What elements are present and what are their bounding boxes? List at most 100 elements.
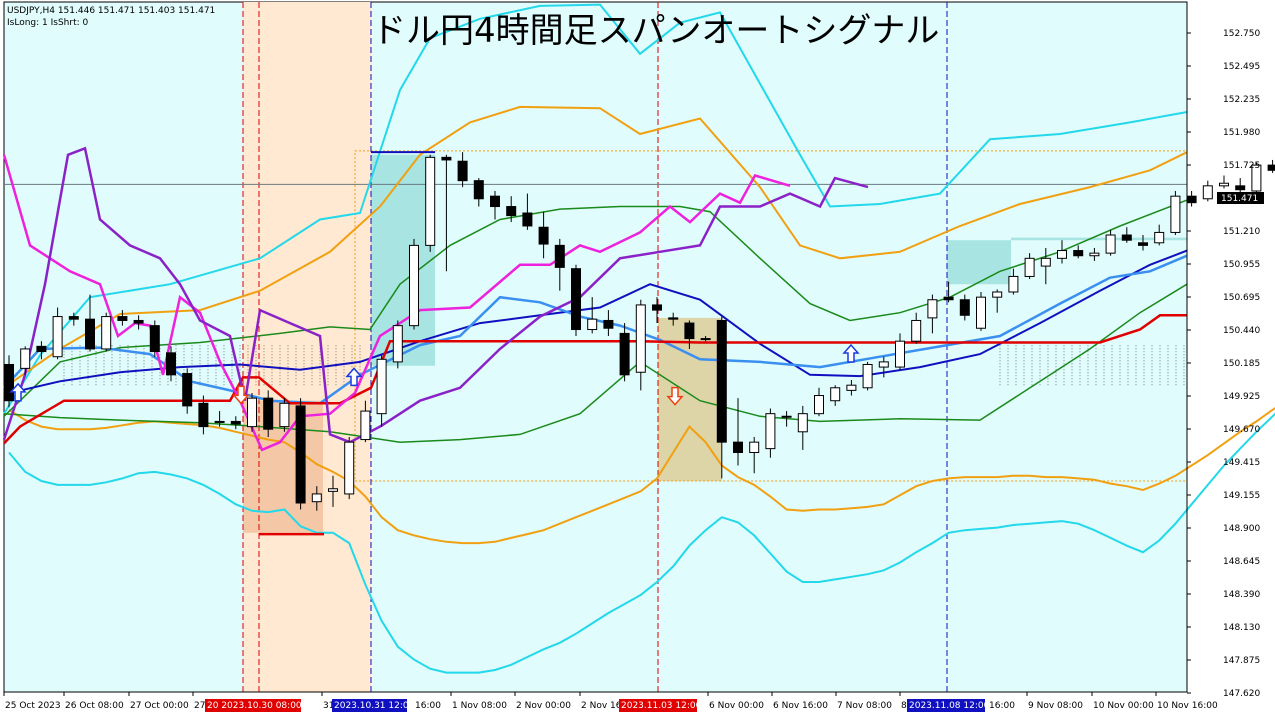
y-tick-label: 149.670	[1223, 425, 1260, 435]
y-tick-label: 147.875	[1223, 656, 1260, 666]
session-zone	[243, 2, 371, 692]
candle	[311, 493, 322, 503]
y-tick-label: 151.210	[1223, 227, 1260, 237]
candle	[263, 397, 274, 430]
candle	[52, 316, 63, 358]
stop-line	[3, 314, 1187, 445]
y-tick-label: 147.620	[1223, 689, 1260, 699]
x-tick-label: 10 Nov 00:00	[1093, 701, 1154, 711]
candle	[895, 340, 905, 368]
candle	[716, 319, 727, 443]
candle	[409, 244, 419, 327]
current-price-label: 151.471	[1221, 194, 1258, 204]
candle	[700, 338, 711, 341]
candle	[360, 410, 371, 441]
candle	[1170, 195, 1181, 233]
y-tick-label: 149.155	[1223, 491, 1260, 501]
x-tick-label: 25 Oct 2023	[5, 701, 61, 711]
candle	[1251, 164, 1262, 192]
candle	[684, 322, 695, 340]
y-tick-label: 151.980	[1223, 128, 1260, 138]
candle	[279, 402, 290, 428]
candle	[344, 441, 355, 495]
bollinger-upper-1	[3, 105, 1188, 389]
flags-line: IsLong: 1 IsShrt: 0	[7, 18, 88, 28]
candle	[376, 358, 387, 415]
candle	[149, 325, 160, 353]
candle	[4, 363, 14, 402]
signal-time-label: 16:00	[415, 701, 441, 711]
candle	[1057, 250, 1067, 259]
signal-time-badge	[907, 699, 985, 712]
y-tick-label: 152.750	[1223, 29, 1260, 39]
candle	[166, 352, 176, 376]
y-tick-label: 148.390	[1223, 590, 1260, 600]
sell-arrow-icon	[666, 386, 684, 406]
candle	[781, 415, 792, 418]
candle	[392, 325, 403, 363]
x-tick-label: 27 Oct 00:00	[130, 701, 189, 711]
chart-title: ドル円4時間足スパンオートシグナル	[372, 11, 939, 51]
candle	[1121, 234, 1132, 241]
y-tick-label: 150.955	[1223, 260, 1260, 270]
bollinger-middle	[3, 199, 1188, 417]
x-tick-label: 8	[901, 701, 907, 711]
candle	[473, 180, 484, 200]
x-tick-label: 10 Nov 16:00	[1157, 701, 1218, 711]
signal-time-label: 16:00	[989, 701, 1015, 711]
box-zone	[1011, 237, 1187, 241]
y-tick-label: 148.900	[1223, 524, 1260, 534]
candle	[927, 299, 938, 319]
x-tick-label: 6 Nov 00:00	[709, 701, 764, 711]
candle	[490, 195, 500, 208]
candle	[1154, 231, 1165, 244]
x-tick-label: 2 Nov 00:00	[516, 701, 571, 711]
candle	[214, 420, 225, 423]
y-tick-label: 152.235	[1223, 95, 1260, 105]
signal-time-badge	[205, 699, 301, 712]
candle	[571, 268, 581, 331]
candle	[1040, 257, 1051, 267]
candle	[1219, 182, 1229, 187]
signal-time-badge	[332, 699, 407, 712]
y-tick-label: 150.185	[1223, 359, 1260, 369]
x-tick-label: 9 Nov 08:00	[1028, 701, 1083, 711]
candle	[765, 413, 776, 450]
candle	[1138, 242, 1148, 246]
buy-arrow-icon	[842, 343, 860, 363]
candle	[603, 319, 614, 329]
candle	[247, 397, 257, 428]
bollinger-upper-2	[3, 3, 1188, 415]
box-zone	[371, 154, 435, 366]
sell-arrow-icon	[232, 385, 250, 405]
series-line-0	[8, 412, 1275, 674]
candle	[182, 373, 193, 407]
y-tick-label: 150.695	[1223, 293, 1260, 303]
candle	[959, 299, 970, 316]
candle	[992, 291, 1003, 298]
candle	[230, 420, 241, 425]
candle	[68, 316, 79, 320]
candle	[425, 156, 436, 246]
candle	[911, 319, 922, 342]
candle	[36, 345, 47, 353]
signal-time-label: 2023.11.03 12:00	[621, 701, 702, 711]
x-tick-label: 1 Nov 08:00	[452, 701, 507, 711]
candle	[133, 319, 144, 324]
candle	[862, 363, 873, 389]
candle	[1235, 185, 1246, 191]
box-zone	[947, 240, 1011, 285]
candle	[1089, 252, 1100, 257]
signal-time-label: 2023.11.08 12:00	[909, 701, 990, 711]
candle	[749, 441, 760, 454]
candle	[943, 296, 954, 301]
candle	[198, 402, 209, 428]
candle	[441, 156, 452, 161]
candle	[1267, 164, 1275, 171]
candle	[1105, 234, 1116, 254]
candle	[619, 332, 630, 376]
candle	[878, 361, 889, 368]
candle	[1008, 275, 1019, 293]
candle	[1073, 250, 1084, 257]
